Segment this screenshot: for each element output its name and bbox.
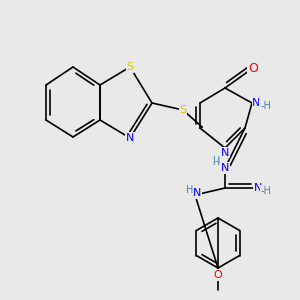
Text: -H: -H [260, 101, 271, 111]
Text: N: N [254, 183, 262, 193]
Text: S: S [179, 105, 187, 115]
Text: H: H [213, 156, 220, 167]
Text: N: N [252, 98, 261, 108]
Text: -H: -H [261, 186, 272, 196]
Text: N: N [221, 148, 229, 158]
Text: O: O [248, 61, 258, 74]
Text: S: S [126, 62, 134, 72]
Text: N: N [193, 188, 202, 198]
Text: N: N [126, 133, 134, 143]
Text: H: H [212, 158, 219, 167]
Text: H: H [186, 184, 193, 195]
Text: N: N [221, 163, 229, 173]
Text: O: O [214, 270, 222, 280]
